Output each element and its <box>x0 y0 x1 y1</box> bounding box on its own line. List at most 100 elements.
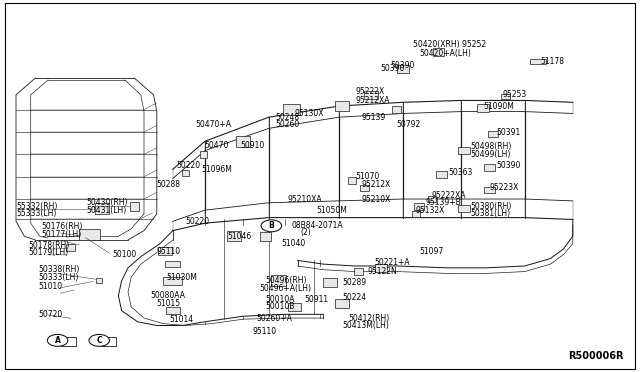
Polygon shape <box>354 268 363 275</box>
Text: 50420+A(LH): 50420+A(LH) <box>419 49 471 58</box>
Text: 50496(RH): 50496(RH) <box>266 276 307 285</box>
Text: 51040: 51040 <box>282 239 306 248</box>
Polygon shape <box>227 231 241 241</box>
Polygon shape <box>458 205 470 212</box>
Text: 95222X: 95222X <box>355 87 385 96</box>
Polygon shape <box>433 48 444 56</box>
Polygon shape <box>488 131 498 137</box>
Text: 50391: 50391 <box>496 128 520 137</box>
Text: 51097: 51097 <box>419 247 444 256</box>
Text: 50499(LH): 50499(LH) <box>470 150 511 159</box>
Text: 95253: 95253 <box>502 90 527 99</box>
Text: 50390: 50390 <box>390 61 415 70</box>
Text: 50248: 50248 <box>275 113 300 122</box>
Text: 50363: 50363 <box>448 169 472 177</box>
Text: 08B84-2071A: 08B84-2071A <box>291 221 343 230</box>
Circle shape <box>47 334 68 346</box>
Polygon shape <box>260 231 271 241</box>
Text: 50260+A: 50260+A <box>256 314 292 323</box>
Polygon shape <box>348 177 356 184</box>
Text: 50412(RH): 50412(RH) <box>349 314 390 323</box>
Text: 50911: 50911 <box>304 295 328 304</box>
Text: 50338(RH): 50338(RH) <box>38 265 80 274</box>
Polygon shape <box>484 187 495 193</box>
Text: 51010: 51010 <box>38 282 63 291</box>
Polygon shape <box>200 151 207 158</box>
Polygon shape <box>364 91 378 99</box>
Polygon shape <box>163 277 182 285</box>
Polygon shape <box>130 202 139 211</box>
Text: 55333(LH): 55333(LH) <box>16 209 56 218</box>
Text: 95130X: 95130X <box>294 109 324 118</box>
Text: 50221+A: 50221+A <box>374 258 410 267</box>
Text: 95223X: 95223X <box>490 183 519 192</box>
Text: 50720: 50720 <box>38 310 63 319</box>
Polygon shape <box>360 185 369 191</box>
Text: 95110: 95110 <box>157 247 181 256</box>
Text: 95222XA: 95222XA <box>432 191 467 200</box>
Polygon shape <box>335 298 349 308</box>
Polygon shape <box>530 59 545 64</box>
Text: 50792: 50792 <box>397 120 421 129</box>
Circle shape <box>89 334 109 346</box>
Text: 50470+A: 50470+A <box>195 120 231 129</box>
Polygon shape <box>283 104 300 115</box>
Text: 51015: 51015 <box>157 299 181 308</box>
Text: 50430(RH): 50430(RH) <box>86 198 128 207</box>
Text: 55332(RH): 55332(RH) <box>16 202 58 211</box>
Text: 95210X: 95210X <box>362 195 391 203</box>
Text: 50288: 50288 <box>157 180 181 189</box>
Text: 50496+A(LH): 50496+A(LH) <box>259 284 311 293</box>
Polygon shape <box>436 171 447 178</box>
Polygon shape <box>484 164 495 171</box>
Polygon shape <box>182 170 189 176</box>
Text: 50100: 50100 <box>112 250 136 259</box>
Text: C: C <box>97 336 102 345</box>
Text: 50220: 50220 <box>186 217 210 226</box>
Bar <box>101 337 116 346</box>
Text: 51090M: 51090M <box>483 102 514 110</box>
Text: 50260: 50260 <box>275 120 300 129</box>
Polygon shape <box>96 278 102 283</box>
Text: 50179(LH): 50179(LH) <box>29 248 69 257</box>
Bar <box>61 337 76 346</box>
Polygon shape <box>271 275 286 286</box>
Text: 50413M(LH): 50413M(LH) <box>342 321 389 330</box>
Text: 95122N: 95122N <box>368 267 397 276</box>
Text: 95212XA: 95212XA <box>355 96 390 105</box>
Polygon shape <box>397 65 409 73</box>
Text: 50220: 50220 <box>176 161 200 170</box>
Text: 50380(RH): 50380(RH) <box>470 202 512 211</box>
Text: 50176(RH): 50176(RH) <box>42 222 83 231</box>
Text: 50224: 50224 <box>342 293 367 302</box>
Text: 50177(LH): 50177(LH) <box>42 230 82 239</box>
Polygon shape <box>66 244 75 251</box>
Text: 50470: 50470 <box>205 141 229 150</box>
Text: 51014: 51014 <box>170 315 194 324</box>
Text: 50390: 50390 <box>496 161 520 170</box>
Polygon shape <box>414 203 424 210</box>
Text: B: B <box>269 221 274 230</box>
Polygon shape <box>477 104 489 112</box>
Polygon shape <box>165 261 180 267</box>
Text: 95139: 95139 <box>362 113 386 122</box>
Text: 50333(LH): 50333(LH) <box>38 273 79 282</box>
Polygon shape <box>428 196 436 202</box>
Text: 95210XA: 95210XA <box>288 195 323 203</box>
Text: 51096M: 51096M <box>202 165 232 174</box>
Polygon shape <box>501 94 510 99</box>
Text: 50498(RH): 50498(RH) <box>470 142 512 151</box>
Text: 51178: 51178 <box>541 57 564 66</box>
Polygon shape <box>79 229 100 240</box>
Text: 50178(RH): 50178(RH) <box>29 241 70 250</box>
Text: 50390: 50390 <box>381 64 405 73</box>
Text: 51050M: 51050M <box>317 206 348 215</box>
Polygon shape <box>95 203 109 214</box>
Polygon shape <box>335 101 349 111</box>
Text: 50381(LH): 50381(LH) <box>470 209 511 218</box>
Text: 50420(XRH) 95252: 50420(XRH) 95252 <box>413 40 486 49</box>
Polygon shape <box>166 307 180 314</box>
Text: 95132X: 95132X <box>416 206 445 215</box>
Text: 51030M: 51030M <box>166 273 197 282</box>
Text: 95110: 95110 <box>253 327 277 336</box>
